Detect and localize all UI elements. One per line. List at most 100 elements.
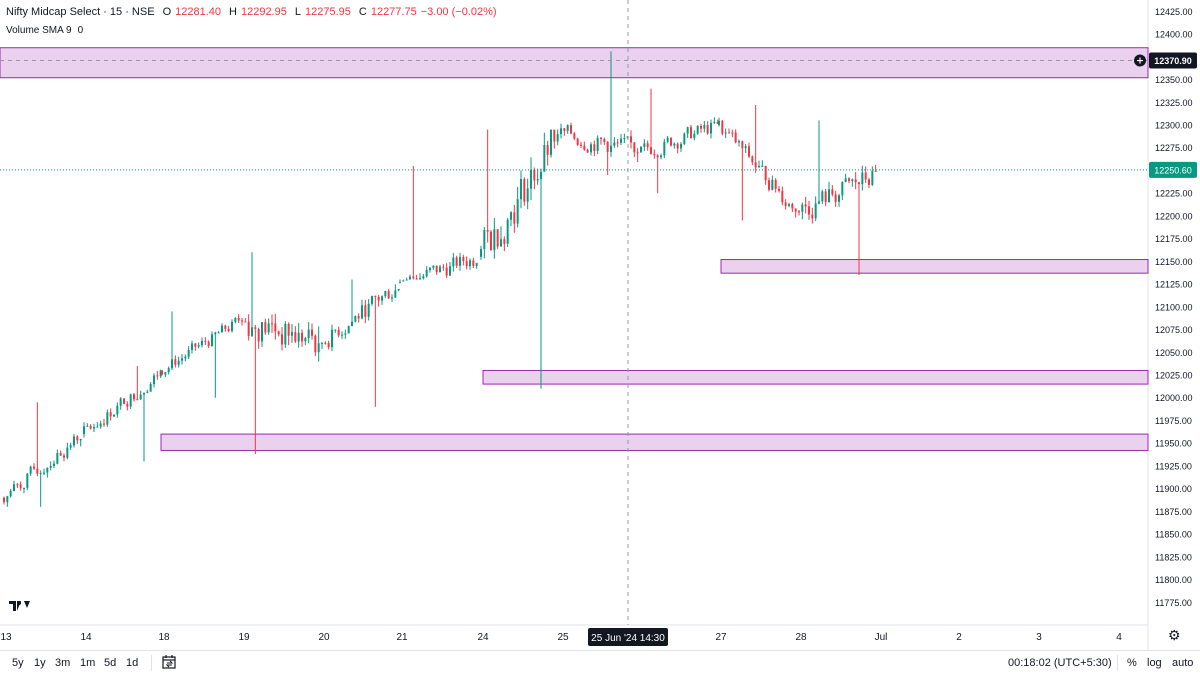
candle-body — [221, 325, 223, 333]
candle-body — [367, 303, 370, 317]
candle-body — [397, 288, 400, 291]
gear-icon[interactable]: ⚙ — [1168, 627, 1181, 643]
candle-body — [680, 144, 682, 149]
candle-body — [676, 143, 679, 149]
support-resistance-zone[interactable] — [0, 47, 1149, 79]
time-tick-label: 3 — [1036, 632, 1042, 643]
candle-body — [123, 398, 125, 404]
plus-circle-icon[interactable] — [1137, 57, 1143, 64]
candle-body — [344, 333, 347, 335]
candle-body — [851, 179, 854, 182]
candle-body — [146, 391, 149, 393]
auto-scale-toggle[interactable]: auto — [1172, 657, 1194, 669]
candle-body — [560, 128, 562, 135]
timeframe-1y[interactable]: 1y — [34, 657, 46, 669]
price-tick-label: 12350.00 — [1155, 75, 1193, 85]
candle-body — [480, 248, 482, 257]
candle-body — [449, 266, 451, 276]
candle-body — [724, 132, 727, 134]
high-label: H — [229, 6, 237, 18]
candle-body — [844, 178, 847, 183]
price-tick-label: 11775.00 — [1155, 598, 1192, 608]
candle-body — [741, 141, 744, 149]
candle-body — [791, 204, 794, 209]
candle-body — [774, 179, 777, 189]
support-resistance-zone[interactable] — [482, 369, 1149, 385]
price-tick-label: 12100.00 — [1155, 302, 1193, 312]
candle-body — [405, 279, 408, 281]
timeframe-1m[interactable]: 1m — [80, 657, 96, 669]
clock-timezone[interactable]: 00:18:02 (UTC+5:30) — [1008, 657, 1112, 669]
crosshair-price-label: 12370.90 — [1154, 56, 1192, 66]
candle-body — [197, 345, 200, 347]
price-chart[interactable]: 11775.00 11800.00 11825.00 11850.00 11875.00… — [0, 0, 1200, 650]
candle-body — [89, 425, 92, 429]
candle-body — [513, 212, 516, 224]
price-tick-label: 12425.00 — [1155, 7, 1193, 17]
candle-body — [858, 182, 860, 185]
bottom-toolbar: 5y 1y 3m 1m 5d 1d 00:18:02 (UTC+5:30) % … — [0, 650, 1200, 676]
candle-body — [49, 465, 52, 468]
candle-body — [751, 156, 754, 163]
candle-body — [633, 142, 636, 153]
candle-body — [828, 189, 830, 203]
candle-body — [227, 328, 230, 332]
candle-body — [16, 484, 19, 486]
candle-body — [496, 229, 499, 247]
percent-scale-toggle[interactable]: % — [1127, 657, 1137, 669]
candle-body — [429, 267, 431, 271]
candle-body — [161, 370, 163, 375]
price-tick-label: 11925.00 — [1155, 461, 1192, 471]
candle-body — [331, 329, 333, 348]
candle-body — [510, 212, 512, 220]
calendar-range-icon[interactable] — [162, 655, 176, 672]
candle-body — [475, 262, 478, 266]
candle-body — [374, 295, 377, 297]
candle-body — [718, 120, 720, 125]
candle-body — [570, 125, 572, 134]
indicator-legend[interactable]: Volume SMA 9 0 — [6, 25, 83, 36]
candle-body — [143, 392, 145, 395]
candle-body — [43, 472, 45, 474]
candle-body — [721, 120, 724, 134]
candle-body — [706, 125, 709, 134]
candle-body — [425, 270, 428, 277]
candle-body — [109, 412, 112, 417]
support-resistance-zone[interactable] — [160, 433, 1149, 451]
candle-body — [164, 372, 167, 375]
candle-body — [533, 169, 536, 181]
timeframe-3m[interactable]: 3m — [55, 657, 71, 669]
candle-body — [237, 318, 240, 321]
candle-body — [217, 332, 220, 334]
timeframe-5y[interactable]: 5y — [12, 657, 24, 669]
toolbar-divider — [151, 655, 152, 671]
timeframe-5d[interactable]: 5d — [104, 657, 117, 669]
candle-body — [506, 219, 509, 244]
price-tick-label: 12200.00 — [1155, 211, 1193, 221]
candle-body — [690, 127, 692, 139]
support-resistance-zone[interactable] — [720, 259, 1149, 274]
candle-body — [391, 297, 393, 299]
time-tick-label: 19 — [238, 632, 250, 643]
candle-body — [439, 266, 441, 273]
candle-body — [277, 331, 280, 335]
candle-body — [854, 179, 857, 183]
candle-body — [700, 126, 702, 129]
candle-body — [234, 318, 237, 322]
candle-body — [167, 368, 170, 373]
candle-body — [465, 261, 468, 267]
candle-body — [600, 137, 602, 140]
price-tick-label: 12300.00 — [1155, 121, 1193, 131]
candle-body — [106, 412, 109, 425]
timeframe-1d[interactable]: 1d — [126, 657, 139, 669]
candle-body — [384, 290, 387, 297]
candle-body — [546, 144, 549, 155]
tradingview-logo-icon[interactable] — [8, 598, 30, 620]
candle-body — [76, 436, 79, 441]
candle-body — [297, 332, 300, 342]
log-scale-toggle[interactable]: log — [1147, 657, 1162, 669]
price-tick-label: 11900.00 — [1155, 484, 1192, 494]
price-tick-label: 12075.00 — [1155, 325, 1193, 335]
candle-body — [63, 455, 65, 458]
candle-body — [139, 394, 142, 400]
